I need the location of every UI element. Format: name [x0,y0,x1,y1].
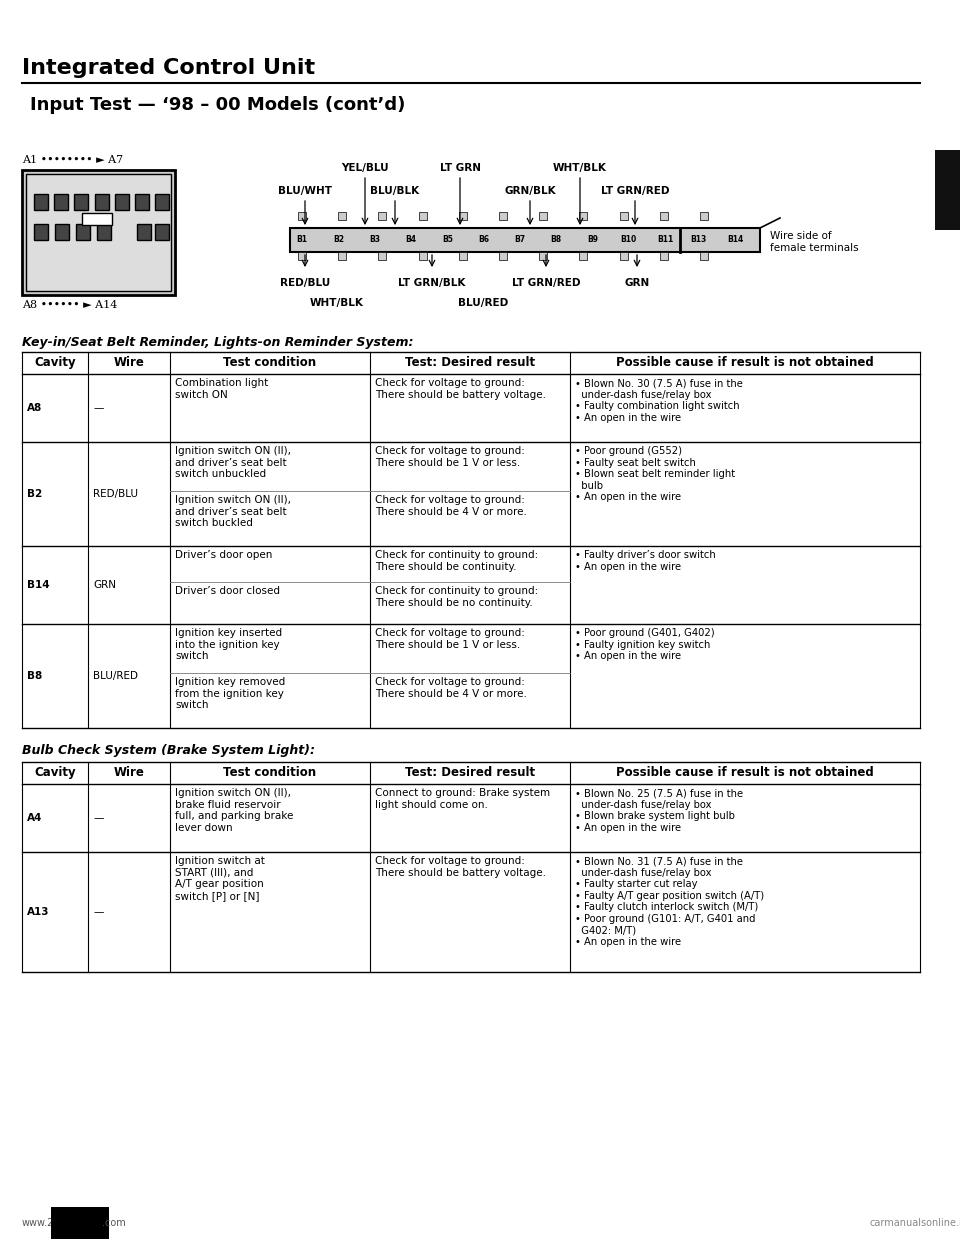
Bar [74,194,88,210]
Bar [660,252,668,260]
Text: GRN/BLK: GRN/BLK [504,186,556,196]
Text: B8: B8 [27,671,42,681]
Text: Test condition: Test condition [224,356,317,369]
Text: B14: B14 [27,580,50,590]
Bar [97,224,111,240]
Text: Possible cause if result is not obtained: Possible cause if result is not obtained [616,356,874,369]
Bar [55,224,69,240]
Bar [26,174,171,291]
Bar [378,212,386,220]
Text: A4: A4 [27,814,42,823]
Bar [459,252,467,260]
Text: BLU/RED: BLU/RED [458,298,508,308]
Bar [700,252,708,260]
Bar [338,212,347,220]
Bar [459,212,467,220]
Bar [82,212,112,225]
Text: Wire: Wire [113,356,144,369]
Text: B14: B14 [727,235,743,243]
Text: Check for voltage to ground:
There should be battery voltage.: Check for voltage to ground: There shoul… [375,378,546,400]
Text: —: — [93,907,104,917]
Text: Ignition key inserted
into the ignition key
switch: Ignition key inserted into the ignition … [175,628,282,661]
Text: —: — [93,402,104,414]
Bar [499,252,507,260]
Text: BLU/BLK: BLU/BLK [371,186,420,196]
Text: B7: B7 [515,235,525,243]
Text: Input Test — ‘98 – 00 Models (cont’d): Input Test — ‘98 – 00 Models (cont’d) [30,96,405,114]
Text: 74: 74 [82,1218,98,1228]
Bar [378,252,386,260]
Text: —: — [93,814,104,823]
Text: www.2: www.2 [22,1218,55,1228]
Bar [540,252,547,260]
Text: Check for voltage to ground:
There should be 4 V or more.: Check for voltage to ground: There shoul… [375,677,527,698]
Text: YEL/BLU: YEL/BLU [341,163,389,173]
Text: Check for voltage to ground:
There should be 4 V or more.: Check for voltage to ground: There shoul… [375,496,527,517]
Text: A13: A13 [27,907,50,917]
Text: B4: B4 [405,235,417,243]
Text: GRN: GRN [624,278,650,288]
Text: LT GRN/BLK: LT GRN/BLK [398,278,466,288]
Text: Test: Desired result: Test: Desired result [405,766,535,779]
Text: Wire: Wire [113,766,144,779]
Text: B10: B10 [620,235,636,243]
Text: B11: B11 [657,235,673,243]
Text: B2: B2 [27,489,42,499]
Text: B9: B9 [587,235,598,243]
Text: carmanualsonline.info: carmanualsonline.info [870,1218,960,1228]
Bar [94,194,108,210]
Text: Ignition switch ON (II),
and driver’s seat belt
switch buckled: Ignition switch ON (II), and driver’s se… [175,496,291,528]
Text: Cavity: Cavity [35,356,76,369]
Text: Test: Desired result: Test: Desired result [405,356,535,369]
Bar [155,194,169,210]
Text: A8: A8 [27,402,42,414]
Text: Check for voltage to ground:
There should be 1 V or less.: Check for voltage to ground: There shoul… [375,628,525,650]
Text: .com: .com [102,1218,126,1228]
Bar [619,212,628,220]
Bar [155,224,169,240]
Text: B6: B6 [478,235,489,243]
Bar [619,252,628,260]
Bar [298,252,306,260]
Text: Test condition: Test condition [224,766,317,779]
Bar [298,212,306,220]
Bar [34,194,48,210]
Bar [419,212,426,220]
Bar [580,252,588,260]
Text: WHT/BLK: WHT/BLK [553,163,607,173]
Text: Wire side of
female terminals: Wire side of female terminals [770,231,858,253]
Bar [290,229,760,252]
Text: BLU/RED: BLU/RED [93,671,138,681]
Text: Check for continuity to ground:
There should be continuity.: Check for continuity to ground: There sh… [375,550,539,571]
Text: Ignition switch at
START (III), and
A/T gear position
switch [P] or [N]: Ignition switch at START (III), and A/T … [175,856,265,900]
Text: Bulb Check System (Brake System Light):: Bulb Check System (Brake System Light): [22,744,315,758]
Text: B2: B2 [333,235,344,243]
Text: Combination light
switch ON: Combination light switch ON [175,378,268,400]
Text: • Poor ground (G401, G402)
• Faulty ignition key switch
• An open in the wire: • Poor ground (G401, G402) • Faulty igni… [575,628,714,661]
Text: LT GRN: LT GRN [440,163,481,173]
Text: Integrated Control Unit: Integrated Control Unit [22,58,315,78]
Text: Key-in/Seat Belt Reminder, Lights-on Reminder System:: Key-in/Seat Belt Reminder, Lights-on Rem… [22,337,414,349]
Text: B5: B5 [442,235,452,243]
Text: Driver’s door closed: Driver’s door closed [175,586,280,596]
Text: Check for voltage to ground:
There should be 1 V or less.: Check for voltage to ground: There shoul… [375,446,525,467]
Bar [54,194,68,210]
Text: • Blown No. 31 (7.5 A) fuse in the
  under-dash fuse/relay box
• Faulty starter : • Blown No. 31 (7.5 A) fuse in the under… [575,856,764,948]
Text: 0: 0 [72,1218,78,1228]
Text: Cavity: Cavity [35,766,76,779]
Bar [660,212,668,220]
Text: Check for continuity to ground:
There should be no continuity.: Check for continuity to ground: There sh… [375,586,539,607]
Bar [76,224,90,240]
Text: Ignition switch ON (II),
brake fluid reservoir
full, and parking brake
lever dow: Ignition switch ON (II), brake fluid res… [175,787,294,833]
Bar [540,212,547,220]
Text: • Blown No. 25 (7.5 A) fuse in the
  under-dash fuse/relay box
• Blown brake sys: • Blown No. 25 (7.5 A) fuse in the under… [575,787,743,833]
Text: LT GRN/RED: LT GRN/RED [601,186,669,196]
Text: WHT/BLK: WHT/BLK [310,298,364,308]
Text: RED/BLU: RED/BLU [280,278,330,288]
Bar [134,194,149,210]
Text: B1: B1 [297,235,307,243]
Bar [137,224,151,240]
Text: Possible cause if result is not obtained: Possible cause if result is not obtained [616,766,874,779]
Text: A1 •••••••• ► A7: A1 •••••••• ► A7 [22,155,123,165]
Text: • Poor ground (G552)
• Faulty seat belt switch
• Blown seat belt reminder light
: • Poor ground (G552) • Faulty seat belt … [575,446,735,503]
